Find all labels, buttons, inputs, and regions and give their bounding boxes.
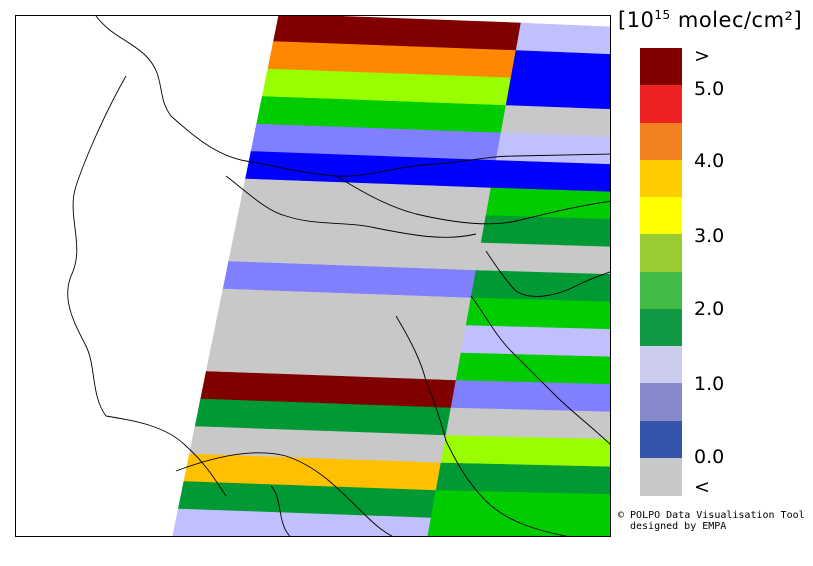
legend-swatch (640, 234, 682, 272)
swath-pixel-right (445, 407, 610, 441)
italy-internal-border (105, 415, 227, 497)
swath-pixel-right (500, 105, 610, 138)
legend-swatch (640, 457, 682, 496)
adriatic-coast-italy (395, 315, 568, 536)
legend-label: 0.0 (694, 446, 725, 468)
coastlines-and-borders (67, 16, 610, 536)
swath-pixel-right (435, 462, 610, 496)
austria-border (335, 175, 610, 225)
swath-pixel-right (505, 77, 610, 111)
swath-pixel-right (485, 187, 610, 221)
legend-swatch (640, 271, 682, 310)
credit-line-2: designed by EMPA (630, 521, 727, 532)
legend-label: 4.0 (694, 150, 725, 172)
credit-text: © POLPO Data Visualisation Tool designed… (618, 510, 805, 532)
swath-pixel-right (515, 22, 610, 56)
swath-pixel-right (460, 325, 610, 358)
corsica-outline (270, 485, 291, 536)
swath-pixel-right (450, 380, 610, 413)
swath-pixel-right (440, 435, 610, 468)
istria-croatia-coast (470, 295, 610, 445)
legend-swatch (640, 308, 682, 347)
color-legend (640, 48, 682, 496)
legend-label: < (694, 476, 710, 498)
swath-pixel-right (430, 490, 610, 523)
swath-pixel-right (495, 132, 610, 166)
swath-pixel-right (510, 50, 610, 83)
swath-pixel-right (480, 215, 610, 248)
swath-pixel-right (465, 297, 610, 331)
legend-swatch (640, 383, 682, 421)
legend-label: 1.0 (694, 373, 725, 395)
legend-swatch (640, 85, 682, 123)
credit-line-1: © POLPO Data Visualisation Tool (618, 510, 805, 521)
swiss-italy-border (225, 175, 477, 238)
swath-pixel-right (455, 352, 610, 386)
satellite-swath (172, 16, 610, 536)
slovenia-border (485, 250, 610, 297)
map-panel[interactable] (15, 15, 611, 537)
france-italy-border (67, 75, 127, 417)
legend-swatch (640, 197, 682, 235)
legend-swatch (640, 420, 682, 459)
unit-title: [1015 molec/cm²] (618, 8, 803, 32)
legend-label: 5.0 (694, 78, 725, 100)
alpine-border-north (95, 16, 610, 177)
legend-swatch (640, 48, 682, 86)
legend-label: 3.0 (694, 225, 725, 247)
swath-pixel-right (470, 270, 610, 303)
legend-label: 2.0 (694, 298, 725, 320)
legend-label: > (694, 45, 710, 67)
swath-pixel-right (475, 242, 610, 276)
column-density-map (67, 16, 610, 536)
swath-pixel-right (490, 160, 610, 193)
ligurian-coast (175, 452, 393, 536)
legend-swatch (640, 122, 682, 161)
legend-swatch (640, 159, 682, 198)
legend-swatch (640, 346, 682, 384)
swath-pixel-right (427, 517, 610, 536)
